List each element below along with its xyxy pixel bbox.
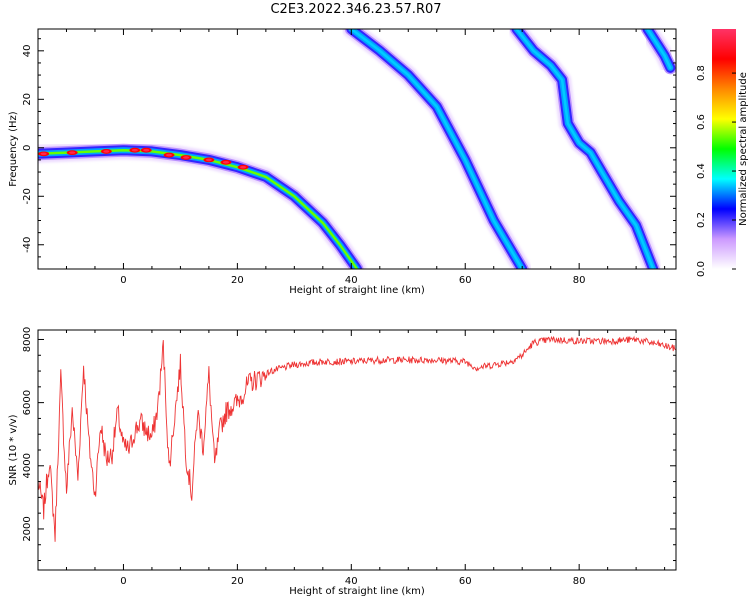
spectrogram-frame <box>37 28 677 270</box>
snr-ytick-label: 8000 <box>22 327 33 352</box>
colorbar: 0.0 0.2 0.4 0.6 0.8 Normalized spectral ampli… <box>696 29 749 277</box>
snr-xtick-label: 80 <box>573 576 586 587</box>
track-1-peak-core <box>166 153 173 157</box>
track-1-peak-core <box>103 150 110 153</box>
snr-frame <box>37 329 677 571</box>
snr-xtick-label: 0 <box>120 576 126 587</box>
track-1-peak-core <box>143 148 150 152</box>
spectrogram-ytick-label: 20 <box>22 93 33 106</box>
snr-ytick-label: 4000 <box>22 453 33 478</box>
track-1-band <box>38 148 359 269</box>
track-1-peak-core <box>131 148 138 152</box>
colorbar-tick-label: 0.6 <box>696 114 707 130</box>
snr-xtick-label: 40 <box>345 576 358 587</box>
snr-ytick-label: 6000 <box>22 390 33 415</box>
track-2-band <box>346 29 528 269</box>
snr-xlabel: Height of straight line (km) <box>289 586 425 597</box>
colorbar-gradient <box>712 29 736 269</box>
track-4-band <box>646 29 672 70</box>
colorbar-label: Normalized spectral amplitude <box>738 72 749 226</box>
track-1-peak-core <box>183 156 190 159</box>
snr-ytick-label: 2000 <box>22 516 33 541</box>
colorbar-tick-label: 0.8 <box>696 65 707 81</box>
colorbar-tick-label: 0.0 <box>696 261 707 277</box>
colorbar-tick-label: 0.2 <box>696 212 707 228</box>
track-3-band <box>515 29 655 269</box>
spectrogram-xtick-label: 20 <box>231 275 244 286</box>
spectrogram-ytick-label: -40 <box>22 237 33 253</box>
spectrogram-xtick-label: 60 <box>459 275 472 286</box>
spectrogram-xlabel: Height of straight line (km) <box>289 285 425 296</box>
spectrogram-ylabel: Frequency (Hz) <box>8 111 19 187</box>
track-1-peak-core <box>69 151 76 154</box>
track-1-peak-core <box>205 158 212 162</box>
spectrogram-ytick-label: 40 <box>22 44 33 57</box>
snr-panel: 0 20 40 60 80 2000 4000 6000 8000 Height of strai… <box>8 327 677 597</box>
track-2-band <box>350 29 524 269</box>
figure-title: C2E3.2022.346.23.57.R07 <box>270 2 442 17</box>
spectral-tracks <box>38 29 676 269</box>
track-1-peak-core <box>240 165 247 169</box>
spectrogram-xtick-label: 40 <box>345 275 358 286</box>
snr-xtick-label: 20 <box>231 576 244 587</box>
track-1-peak-core <box>40 152 47 156</box>
spectrogram-xtick-label: 0 <box>120 275 126 286</box>
spectrogram-xtick-label: 80 <box>573 275 586 286</box>
track-1-peak-core <box>222 161 229 164</box>
colorbar-tick-label: 0.4 <box>696 163 707 179</box>
spectrogram-ytick-label: -20 <box>22 188 33 204</box>
snr-line <box>38 335 676 542</box>
snr-ylabel: SNR (10 * v/v) <box>8 414 19 485</box>
spectrogram-ytick-label: 0 <box>22 145 33 151</box>
snr-xtick-label: 60 <box>459 576 472 587</box>
